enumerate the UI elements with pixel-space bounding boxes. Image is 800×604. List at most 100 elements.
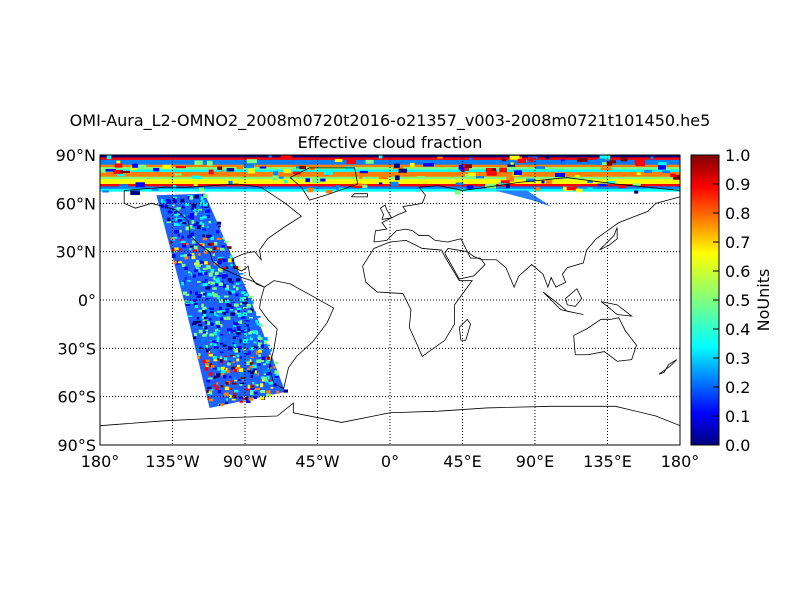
swath-cell: [221, 315, 225, 317]
swath-cell: [235, 339, 240, 344]
swath-cell: [174, 214, 179, 217]
colorbar-tick-label: 1.0: [725, 146, 750, 165]
swath-cell: [283, 389, 288, 393]
swath-cell: [221, 294, 224, 298]
swath-cell: [266, 393, 270, 398]
polar-band-cell: [113, 169, 124, 174]
swath-cell: [248, 296, 252, 300]
polar-band-cell: [284, 180, 288, 184]
polar-band-cell: [283, 169, 292, 174]
swath-cell: [270, 387, 274, 389]
swath-cell: [253, 373, 258, 376]
swath-cell: [173, 260, 177, 264]
swath-cell: [212, 367, 218, 370]
swath-cell: [215, 320, 220, 325]
swath-cell: [249, 362, 254, 365]
swath-cell: [204, 283, 208, 285]
swath-cell: [211, 284, 215, 287]
swath-cell: [211, 291, 215, 296]
swath-cell: [238, 281, 243, 284]
swath-cell: [204, 265, 208, 270]
swath-cell: [240, 316, 246, 319]
polar-band-cell: [486, 171, 497, 176]
swath-cell: [233, 348, 238, 352]
swath-cell: [229, 354, 235, 357]
swath-cell: [205, 364, 209, 369]
swath-cell: [207, 394, 211, 397]
swath-cell: [204, 320, 208, 324]
swath-cell: [245, 297, 249, 301]
swath-cell: [248, 359, 252, 364]
swath-cell: [233, 394, 237, 399]
swath-cell: [213, 241, 218, 246]
swath-cell: [267, 349, 272, 352]
polar-band-cell: [437, 156, 443, 159]
swath-cell: [214, 327, 218, 330]
swath-cell: [202, 267, 208, 270]
swath-cell: [204, 316, 207, 320]
swath-cell: [193, 213, 197, 216]
polar-band-cell: [673, 174, 680, 180]
swath-cell: [201, 223, 205, 228]
swath-cell: [247, 351, 251, 355]
polar-band-cell: [273, 171, 278, 176]
coastline-new-guinea: [600, 301, 634, 317]
polar-band-cell: [455, 182, 464, 186]
swath-cell: [273, 376, 277, 380]
swath-cell: [222, 274, 228, 278]
swath-cell: [206, 379, 211, 383]
coastline-europe-asia: [373, 177, 680, 289]
swath-cell: [210, 234, 213, 237]
swath-cell: [202, 334, 206, 337]
swath-cell: [258, 337, 263, 340]
swath-cell: [225, 299, 230, 303]
polar-band-cell: [661, 170, 671, 174]
swath-cell: [232, 337, 237, 340]
swath-cell: [273, 366, 276, 369]
swath-cell: [232, 298, 235, 302]
swath-cell: [236, 287, 239, 291]
swath-cell: [269, 364, 272, 368]
swath-cell: [204, 326, 208, 330]
swath-cell: [255, 350, 259, 355]
polar-band-cell: [193, 183, 198, 187]
swath-cell: [219, 351, 224, 354]
swath-cell: [205, 359, 210, 363]
swath-cell: [195, 263, 200, 268]
swath-cell: [266, 390, 271, 393]
swath-cell: [222, 236, 225, 240]
swath-cell: [255, 320, 258, 324]
swath-cell: [254, 370, 257, 374]
polar-band-cell: [545, 156, 550, 160]
swath-cell: [196, 296, 202, 298]
swath-cell: [250, 371, 254, 375]
swath-cell: [224, 386, 230, 391]
swath-cell: [254, 311, 257, 314]
polar-band-cell: [365, 159, 374, 164]
swath-cell: [204, 278, 208, 282]
swath-cell: [171, 254, 176, 258]
colorbar-ticks: 0.0 0.1 0.2 0.3 0.4 0.5 0.6 0.7 0.8 0.9 1.0: [713, 146, 750, 455]
swath-cell: [244, 333, 248, 337]
swath-cell: [182, 242, 187, 246]
swath-cell: [202, 234, 205, 238]
swath-cell: [205, 348, 211, 353]
swath-cell: [205, 248, 211, 252]
figure-subtitle: Effective cloud fraction: [297, 133, 483, 152]
swath-cell: [208, 353, 213, 357]
swath-cell: [163, 211, 167, 215]
swath-cell: [241, 291, 246, 294]
polar-band-cell: [491, 168, 497, 173]
coastline-africa: [362, 239, 473, 358]
swath-cell: [194, 244, 198, 246]
swath-cell: [182, 291, 188, 295]
swath-cell: [213, 340, 219, 344]
swath-cell: [185, 202, 189, 207]
swath-cell: [250, 346, 254, 351]
polar-band-cell: [566, 186, 578, 191]
swath-cell: [222, 258, 227, 262]
swath-cell: [247, 384, 250, 389]
swath-cell: [191, 203, 197, 208]
coastline-north-america: [123, 183, 303, 288]
swath-cell: [229, 387, 233, 390]
